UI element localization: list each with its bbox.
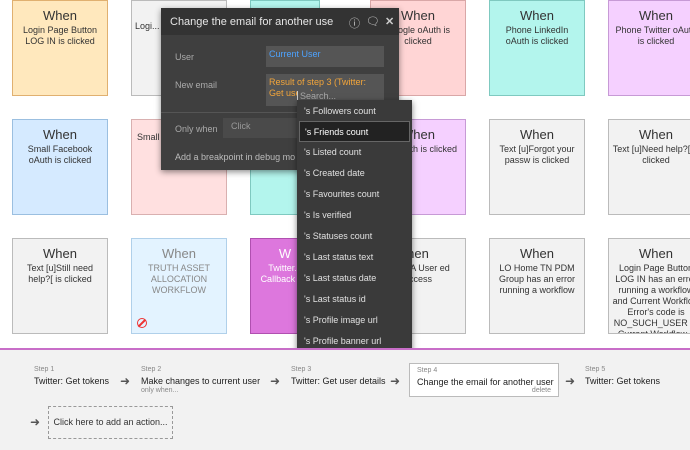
event-card[interactable]: When Text [u]Need help?[ is clicked [608,119,690,215]
event-desc: Text [u]Need help?[ is clicked [612,144,690,165]
arrow-right-icon: ➜ [390,374,401,388]
step-number: Step 5 [585,366,606,373]
event-desc: count A User ed access [386,263,450,284]
event-desc: Text [u]Forgot your passw is clicked [499,144,575,165]
dropdown-option[interactable]: 's Last status id [304,294,366,304]
arrow-right-icon: ➜ [270,374,281,388]
step-title: Change the email for another user [417,377,554,387]
delete-link[interactable]: delete [531,387,551,394]
event-when: When [401,8,435,23]
dropdown-option[interactable]: 's Last status text [304,252,374,262]
step-number: Step 4 [417,367,438,374]
modal-header: Change the email for another use ⓘ 🗨 ✕ [161,8,399,35]
dropdown-option-selected[interactable]: 's Friends count [299,121,410,142]
event-when: hen [407,246,429,261]
event-desc: Phone Twitter oAuth is clicked [615,25,690,46]
close-icon[interactable]: ✕ [385,16,395,28]
user-field[interactable]: Current User [266,46,384,67]
info-icon[interactable]: ⓘ [349,18,360,30]
event-desc: Google oAuth is clicked [385,25,451,46]
modal-title: Change the email for another use [170,16,334,28]
event-desc: TRUTH ASSET ALLOCATION WORKFLOW [147,263,210,295]
event-desc: Text [u]Still need help?[ is clicked [26,263,94,284]
step-2[interactable]: Step 2 Make changes to current user only… [141,366,260,394]
event-desc: Phone LinkedIn oAuth is clicked [505,25,569,46]
breakpoint-link[interactable]: Add a breakpoint in debug mo [175,152,296,162]
event-when: When [639,8,673,23]
step-title: Twitter: Get user details [291,376,386,386]
event-when: W [278,246,292,261]
event-card[interactable]: When LO Home TN PDM Group has an error r… [489,238,585,334]
event-when: When [639,127,673,142]
comment-icon[interactable]: 🗨 [366,16,380,28]
event-card[interactable]: When Login Page Button LOG IN is clicked [12,0,108,96]
event-desc: Small Facebook oAuth is clicked [27,144,93,165]
only-when-field[interactable]: Click [223,118,297,138]
event-card[interactable]: When Text [u]Still need help?[ is clicke… [12,238,108,334]
step-number: Step 1 [34,366,55,373]
expression-dropdown: 's Followers count 's Friends count 's L… [297,100,412,352]
dropdown-option[interactable]: 's Statuses count [304,231,373,241]
event-when: When [639,246,673,261]
event-desc: Login Page Button LOG IN has an error ru… [612,263,690,334]
event-when: When [43,8,77,23]
event-when: When [162,246,196,261]
dropdown-option[interactable]: 's Created date [304,168,365,178]
arrow-right-icon: ➜ [565,374,576,388]
dropdown-option[interactable]: 's Profile banner url [304,336,382,346]
step-3[interactable]: Step 3 Twitter: Get user details [291,366,386,386]
event-card[interactable]: When Phone LinkedIn oAuth is clicked [489,0,585,96]
event-when: When [43,246,77,261]
event-when: When [520,246,554,261]
event-when: When [520,127,554,142]
step-title: Twitter: Get tokens [34,376,110,386]
search-placeholder: Search... [300,91,337,101]
divider [161,112,399,113]
only-when-value: Click [231,121,251,131]
arrow-right-icon: ➜ [120,374,131,388]
user-label: User [175,52,195,62]
dropdown-option[interactable]: 's Is verified [304,210,352,220]
step-condition: only when... [141,387,179,394]
dropdown-option[interactable]: 's Listed count [304,147,362,157]
disabled-icon [137,318,147,328]
event-card[interactable]: When TRUTH ASSET ALLOCATION WORKFLOW [131,238,227,334]
event-desc: Twitter... Callback T... [260,263,310,284]
add-action-button[interactable]: Click here to add an action... [48,406,173,439]
workflow-steps-bar [0,348,690,450]
dropdown-option[interactable]: 's Profile image url [304,315,378,325]
user-value: Current User [269,49,321,59]
dropdown-option[interactable]: 's Favourites count [304,189,380,199]
new-email-label: New email [175,80,218,90]
step-number: Step 2 [141,366,162,373]
step-title: Make changes to current user [141,376,261,386]
step-4-selected[interactable]: Step 4 Change the email for another user… [409,363,559,397]
event-card[interactable]: When Text [u]Forgot your passw is clicke… [489,119,585,215]
event-desc: Small [137,132,160,142]
arrow-right-icon: ➜ [30,415,41,429]
event-desc: tter oAuth is clicked [378,144,458,154]
step-5[interactable]: Step 5 Twitter: Get tokens [585,366,660,386]
step-number: Step 3 [291,366,312,373]
event-desc: Login Page Button LOG IN is clicked [22,25,98,46]
step-title: Twitter: Get tokens [585,376,661,386]
only-when-label: Only when [175,124,218,134]
event-desc: LO Home TN PDM Group has an error runnin… [498,263,576,295]
event-card[interactable]: When Phone Twitter oAuth is clicked [608,0,690,96]
step-1[interactable]: Step 1 Twitter: Get tokens [34,366,109,386]
new-email-value: Result of step 3 (Twitter: Get user...) [269,77,367,98]
dropdown-option[interactable]: 's Followers count [304,106,376,116]
event-when: When [520,8,554,23]
event-card[interactable]: When Small Facebook oAuth is clicked [12,119,108,215]
dropdown-option[interactable]: 's Last status date [304,273,377,283]
event-card[interactable]: When Login Page Button LOG IN has an err… [608,238,690,334]
event-when: When [43,127,77,142]
